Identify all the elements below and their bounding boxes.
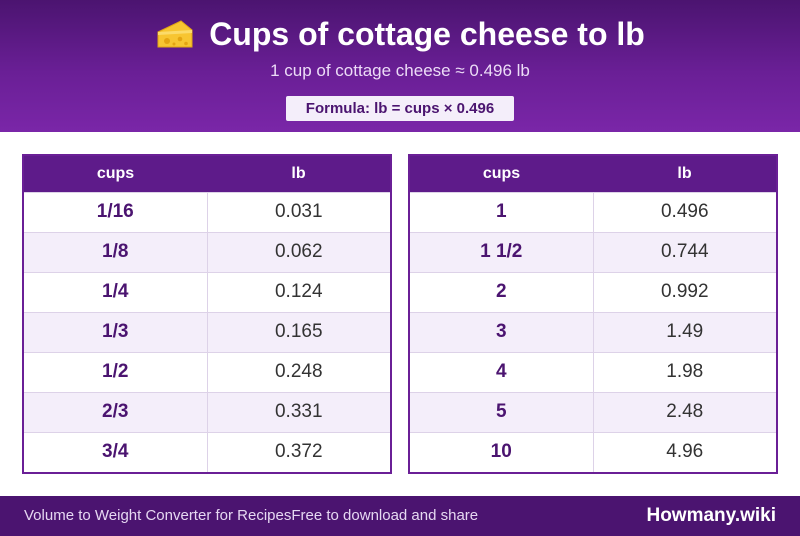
footer-converter-text: Volume to Weight Converter for Recipes — [24, 507, 292, 524]
brand-logo-text: Howmany.wiki — [646, 505, 776, 526]
table-row: 3/4 0.372 — [24, 431, 390, 472]
header: Cups of cottage cheese to lb 1 cup of co… — [0, 0, 800, 132]
table-header-row: cups lb — [24, 156, 390, 192]
lb-cell: 0.744 — [593, 231, 776, 272]
lb-cell: 1.98 — [593, 351, 776, 392]
column-header-lb: lb — [593, 156, 776, 192]
table-row: 1 0.496 — [410, 191, 776, 232]
lb-cell: 4.96 — [593, 431, 776, 472]
footer: Volume to Weight Converter for RecipesFr… — [0, 496, 800, 536]
cups-cell: 3 — [410, 311, 594, 352]
cheese-icon — [157, 20, 193, 48]
cups-cell: 1/2 — [24, 351, 208, 392]
table-row: 1/8 0.062 — [24, 231, 390, 272]
title-text: Cups of cottage cheese to lb — [209, 16, 645, 52]
cups-cell: 1/16 — [24, 191, 208, 232]
cups-cell: 1/8 — [24, 231, 208, 272]
lb-cell: 0.031 — [207, 191, 390, 232]
footer-tagline: Volume to Weight Converter for RecipesFr… — [24, 496, 478, 536]
subtitle: 1 cup of cottage cheese ≈ 0.496 lb — [270, 61, 530, 80]
table-row: 2 0.992 — [410, 271, 776, 312]
lb-cell: 0.248 — [207, 351, 390, 392]
table-row: 1 1/2 0.744 — [410, 231, 776, 272]
lb-cell: 0.992 — [593, 271, 776, 312]
table-header-row: cups lb — [410, 156, 776, 192]
cups-cell: 4 — [410, 351, 594, 392]
table-row: 10 4.96 — [410, 431, 776, 472]
conversion-table-right: cups lb 1 0.496 1 1/2 0.744 2 0.992 — [408, 154, 778, 474]
cups-cell: 1 — [410, 191, 594, 232]
cups-cell: 2 — [410, 271, 594, 312]
cups-cell: 2/3 — [24, 391, 208, 432]
table-row: 1/3 0.165 — [24, 311, 390, 352]
lb-cell: 0.124 — [207, 271, 390, 312]
table-row: 1/2 0.248 — [24, 351, 390, 392]
cups-cell: 10 — [410, 431, 594, 472]
cups-cell: 1/4 — [24, 271, 208, 312]
lb-cell: 2.48 — [593, 391, 776, 432]
lb-cell: 0.331 — [207, 391, 390, 432]
cups-cell: 5 — [410, 391, 594, 432]
cups-cell: 3/4 — [24, 431, 208, 472]
footer-share-text: Free to download and share — [291, 507, 479, 524]
table-row: 2/3 0.331 — [24, 391, 390, 432]
cups-cell: 1 1/2 — [410, 231, 594, 272]
table-row: 5 2.48 — [410, 391, 776, 432]
lb-cell: 0.165 — [207, 311, 390, 352]
column-header-cups: cups — [24, 156, 207, 192]
table-row: 1/16 0.031 — [24, 191, 390, 232]
table-row: 3 1.49 — [410, 311, 776, 352]
page-title: Cups of cottage cheese to lb — [0, 14, 800, 54]
lb-cell: 0.496 — [593, 191, 776, 232]
conversion-table-left: cups lb 1/16 0.031 1/8 0.062 1/4 0.124 — [22, 154, 392, 474]
column-header-cups: cups — [410, 156, 593, 192]
lb-cell: 1.49 — [593, 311, 776, 352]
lb-cell: 0.062 — [207, 231, 390, 272]
table-row: 4 1.98 — [410, 351, 776, 392]
table-row: 1/4 0.124 — [24, 271, 390, 312]
cups-cell: 1/3 — [24, 311, 208, 352]
formula-badge: Formula: lb = cups × 0.496 — [286, 96, 514, 121]
lb-cell: 0.372 — [207, 431, 390, 472]
column-header-lb: lb — [207, 156, 390, 192]
